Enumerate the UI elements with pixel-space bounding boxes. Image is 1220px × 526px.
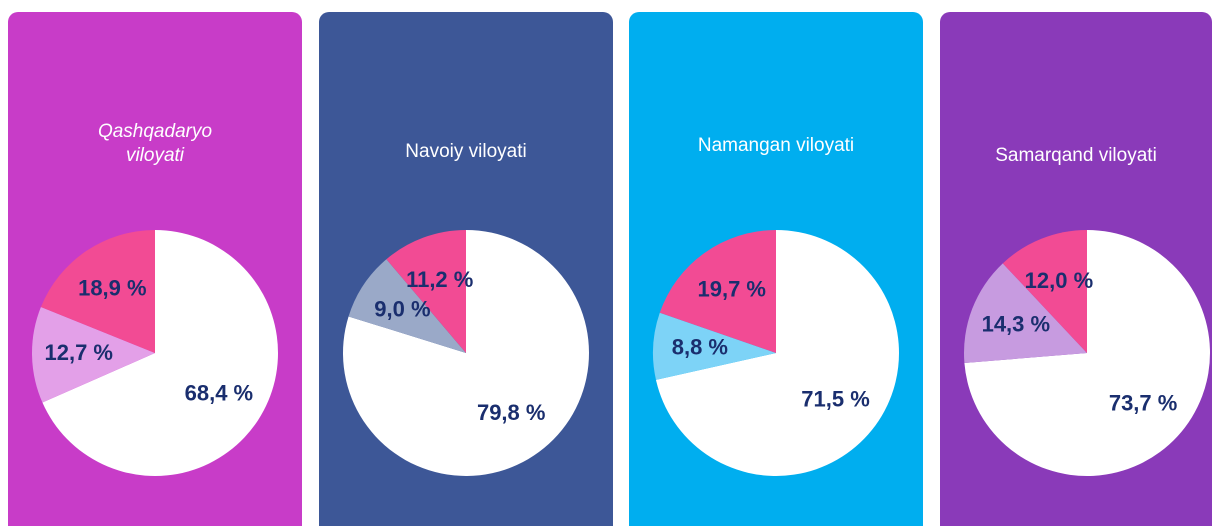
value-label: 12,0 % [1025,268,1094,293]
value-label: 14,3 % [982,311,1051,336]
region-card: Samarqand viloyati 73,7 % 14,3 % 12,0 % [940,12,1212,526]
region-card: Navoiy viloyati 79,8 % 9,0 % 11,2 % [319,12,613,526]
pie-chart: 79,8 % 9,0 % 11,2 % [342,230,589,477]
pie-chart: 68,4 % 12,7 % 18,9 % [31,230,278,476]
value-label: 9,0 % [374,297,430,322]
card-title: Samarqand viloyati [995,145,1157,166]
value-label: 11,2 % [406,267,473,292]
value-label: 8,8 % [672,335,728,360]
value-label: 73,7 % [1109,390,1178,415]
region-card: Namangan viloyati 71,5 % 8,8 % 19,7 % [629,12,923,526]
pie-slice [964,263,1087,364]
pie-slice [42,230,278,476]
value-label: 79,8 % [477,400,546,425]
pie-slice [386,230,466,353]
pie-slice [659,230,776,353]
pie-chart: 73,7 % 14,3 % 12,0 % [964,230,1210,476]
card-title: Namangan viloyati [697,135,855,156]
value-label: 71,5 % [801,386,870,411]
value-label: 68,4 % [185,380,254,405]
card-title: Qashqadaryo viloyati [97,121,213,166]
value-label: 12,7 % [44,340,113,365]
pie-slice [653,312,776,380]
pie-slice [964,230,1210,476]
pie-slice [655,230,899,476]
pie-slice [348,259,466,353]
pie-slice [40,230,155,353]
pie-slice [342,230,589,477]
region-card: Qashqadaryo viloyati 68,4 % 12,7 % 18,9 % [8,12,302,526]
pie-slice [31,307,156,403]
value-label: 18,9 % [78,276,147,301]
pie-chart: 71,5 % 8,8 % 19,7 % [653,230,899,476]
card-title: Navoiy viloyati [405,141,527,162]
value-label: 19,7 % [698,277,767,302]
pie-slice [1002,230,1087,353]
